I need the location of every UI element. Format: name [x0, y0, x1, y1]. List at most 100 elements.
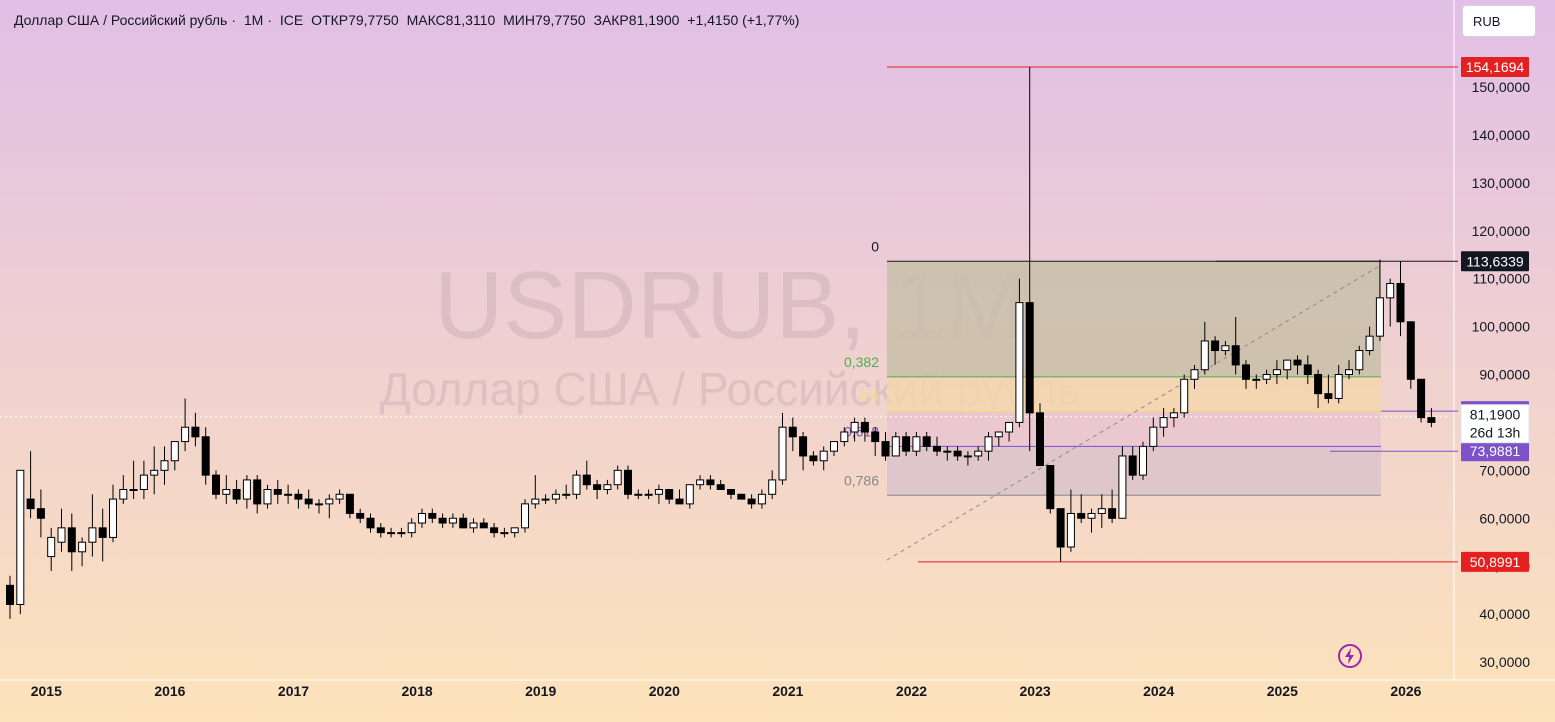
candle-body [1427, 417, 1436, 423]
y-tick-label: 30,0000 [1479, 654, 1530, 670]
x-tick-label: 2025 [1267, 683, 1298, 699]
open-value: 79,7750 [348, 12, 399, 28]
candle-body [510, 527, 519, 534]
candle-body [1406, 321, 1415, 380]
candle-body [685, 484, 694, 505]
candle-body [1396, 282, 1405, 323]
candle-body [1221, 345, 1230, 352]
candle-body [1046, 465, 1055, 510]
candle-body [366, 517, 375, 529]
candle-body [1066, 512, 1075, 548]
candle-body [665, 489, 674, 500]
candle-body [294, 493, 303, 500]
low-value: 79,7750 [534, 12, 586, 28]
candle-body [284, 493, 293, 496]
y-tick-label: 130,0000 [1472, 175, 1531, 191]
candle-body [1118, 455, 1127, 519]
price-label-bg [1461, 57, 1529, 78]
price-label: 154,1694 [1466, 59, 1525, 75]
price-label: 113,6339 [1466, 253, 1524, 269]
fib-zone [887, 261, 1381, 377]
candle-body [26, 498, 35, 510]
y-tick-label: 90,0000 [1479, 367, 1530, 383]
y-tick-label: 120,0000 [1472, 223, 1531, 239]
candle-body [407, 522, 416, 534]
candle-body [1025, 302, 1034, 414]
candle-body [922, 436, 931, 447]
candle-body [1159, 417, 1168, 428]
candle-body [778, 426, 787, 481]
candle-body [1231, 345, 1240, 366]
candle-body [840, 431, 849, 443]
price-label: 73,9881 [1470, 443, 1521, 459]
candle-body [345, 493, 354, 514]
price-axis-background [1454, 0, 1555, 722]
candle-body [428, 512, 437, 519]
candle-body [1139, 445, 1147, 476]
candle-body [1365, 335, 1374, 352]
x-tick-label: 2018 [402, 683, 433, 699]
close-label: ЗАКР [593, 12, 629, 28]
candle-body [624, 469, 632, 495]
candle-body [1128, 455, 1137, 476]
fib-level-label: 0,786 [844, 472, 879, 488]
candle-body [191, 426, 200, 438]
lightning-icon[interactable] [1337, 643, 1363, 669]
candle-body [799, 436, 808, 457]
candle-body [603, 484, 612, 491]
candle-body [1345, 369, 1353, 376]
candle-body [1015, 302, 1024, 423]
candle-body [582, 474, 591, 486]
candle-body [397, 532, 406, 535]
candle-body [1303, 364, 1312, 375]
open-label: ОТКР [311, 12, 349, 28]
currency-button[interactable]: RUB [1462, 5, 1536, 37]
candle-body [253, 479, 262, 505]
x-tick-label: 2017 [278, 683, 309, 699]
candle-body [490, 527, 499, 534]
current-price-label: 81,1900 [1470, 407, 1521, 423]
candle-body [881, 441, 890, 457]
candle-body [479, 522, 488, 529]
candle-body [356, 512, 365, 519]
candle-body [1005, 421, 1014, 433]
candle-body [212, 474, 220, 495]
candle-body [1314, 374, 1323, 395]
price-label-bg [1461, 251, 1529, 272]
candle-body [727, 489, 735, 495]
candle-body [139, 474, 148, 490]
candle-body [1087, 512, 1096, 519]
candle-body [634, 493, 643, 496]
candle-body [737, 493, 746, 500]
candle-body [654, 489, 663, 495]
candle-body [242, 479, 251, 500]
x-tick-label: 2022 [896, 683, 927, 699]
x-tick-label: 2019 [525, 683, 556, 699]
candle-body [304, 498, 313, 505]
candle-body [963, 455, 972, 458]
y-tick-label: 40,0000 [1479, 606, 1530, 622]
candle-body [1180, 378, 1189, 414]
candle-body [809, 455, 818, 462]
candle-body [1097, 508, 1106, 514]
candle-body [562, 493, 571, 496]
candle-body [1375, 297, 1384, 337]
price-label: 50,8991 [1470, 554, 1521, 570]
candle-body [696, 479, 705, 486]
low-label: МИН [503, 12, 535, 28]
candle-body [500, 532, 509, 535]
candle-body [1211, 340, 1220, 352]
candle-body [325, 498, 334, 505]
candle-body [418, 512, 426, 524]
price-label-bg [1461, 551, 1529, 572]
candle-body [1190, 369, 1199, 380]
bar-countdown-label: 26d 13h [1470, 425, 1521, 441]
candle-body [1200, 340, 1209, 371]
candle-body [160, 460, 169, 471]
candle-body [47, 536, 56, 558]
candle-body [232, 489, 241, 500]
y-tick-label: 110,0000 [1473, 271, 1531, 287]
candle-body [129, 489, 138, 491]
candle-body [521, 503, 529, 529]
